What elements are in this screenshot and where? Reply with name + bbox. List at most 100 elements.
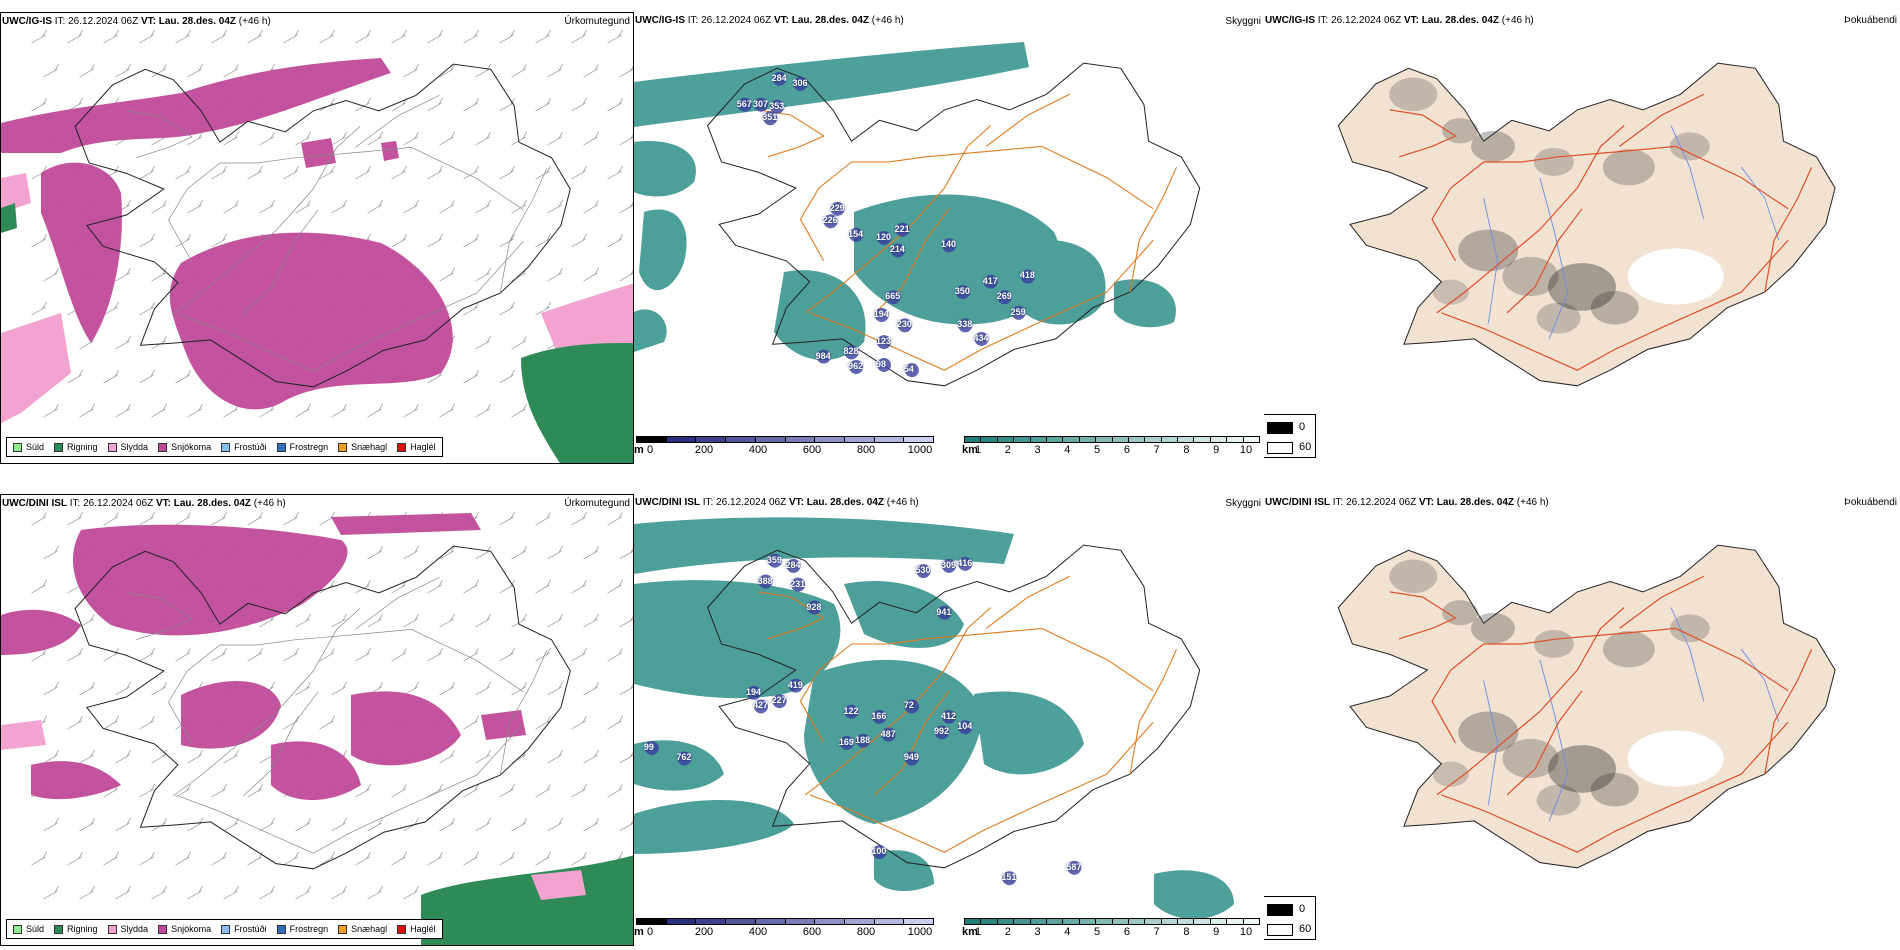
ceiling-patch xyxy=(772,694,787,709)
ceiling-patch xyxy=(830,201,845,216)
ceiling-patch xyxy=(849,360,864,375)
legend-swatch xyxy=(107,924,117,934)
scale-cell xyxy=(981,919,998,924)
scale-cell xyxy=(815,919,845,924)
panel-type-label: Þokuábendi xyxy=(1844,15,1897,26)
ceiling-patch xyxy=(886,290,901,305)
ceiling-patch xyxy=(644,741,659,756)
ceiling-value-label: 229 xyxy=(829,202,845,213)
scale-tick-label: 2 xyxy=(1004,444,1011,456)
legend-label: Slydda xyxy=(120,924,149,934)
scale-ticks: 0 200 400 600 800 1000 xyxy=(636,925,934,938)
legend-label: Frostúði xyxy=(234,924,267,934)
scale-cell xyxy=(874,919,905,924)
scale-cell xyxy=(1079,437,1097,442)
legend-swatch xyxy=(13,442,22,452)
snow-area xyxy=(72,524,348,636)
legend-label: Haglél xyxy=(410,442,436,452)
legend-swatch xyxy=(107,442,117,452)
scale-cell xyxy=(1096,437,1113,442)
land-area xyxy=(1337,544,1836,869)
ceiling-value-label: 231 xyxy=(790,578,806,589)
ceiling-value-label: 120 xyxy=(876,231,892,242)
fog-legend-label: 0 xyxy=(1299,421,1306,433)
low-visibility-area xyxy=(634,580,841,699)
scale-cell xyxy=(666,919,697,924)
ceiling-value-label: 54 xyxy=(903,364,914,375)
legend-label: Rigning xyxy=(67,442,98,452)
scale-ticks: 0 200 400 600 800 1000 xyxy=(636,443,934,456)
panel-type-label: Skyggni xyxy=(1225,498,1261,509)
legend-item: Frostregn xyxy=(276,924,328,934)
panel-type-label: Skyggni xyxy=(1225,16,1261,27)
scale-cell xyxy=(1210,919,1228,924)
visibility-fields xyxy=(634,42,1176,361)
scale-tick-label: 3 xyxy=(1034,926,1041,938)
scale-cell xyxy=(997,437,1015,442)
legend-label: Frostregn xyxy=(289,442,329,452)
scale-cell xyxy=(637,437,667,442)
scale-cells xyxy=(636,918,934,925)
snow-area xyxy=(331,513,481,535)
rain-area xyxy=(521,343,633,463)
ceiling-value-label: 949 xyxy=(903,752,919,763)
scale-unit: km xyxy=(962,444,978,456)
low-visibility-area xyxy=(874,850,934,891)
legend-item: Frostúði xyxy=(221,442,267,452)
scale-cell xyxy=(904,437,934,442)
scale-cell xyxy=(755,919,786,924)
legend-item: Slydda xyxy=(107,924,149,934)
scale-tick-label: 8 xyxy=(1183,926,1190,938)
scale-tick-label: 10 xyxy=(1239,926,1253,938)
fog-patch xyxy=(1602,148,1655,186)
scale-tick-label: 600 xyxy=(802,926,822,938)
scale-cell xyxy=(1243,437,1260,442)
scale-cell xyxy=(1112,437,1129,442)
fog-patch xyxy=(1533,147,1574,176)
road-network xyxy=(758,575,1178,853)
scale-tick-label: 400 xyxy=(748,444,768,456)
legend-swatch xyxy=(221,924,231,934)
legend-label: Slydda xyxy=(120,442,149,452)
ceiling-patch xyxy=(955,285,970,300)
legend-item: Snjókoma xyxy=(158,924,211,934)
legend-label: Súld xyxy=(26,442,45,452)
ceiling-patch xyxy=(958,720,973,735)
glacier xyxy=(1627,248,1724,305)
legend-item: Frostregn xyxy=(276,442,329,452)
legend-item: Frostúði xyxy=(221,924,267,934)
rivers xyxy=(1483,607,1780,822)
scale-cell xyxy=(997,919,1015,924)
scale-cells xyxy=(636,436,934,443)
ceiling-value-label: 221 xyxy=(894,223,910,234)
panel-type-label: Þokuábendi xyxy=(1844,497,1897,508)
ceiling-patch xyxy=(958,318,973,333)
fog-patch xyxy=(1590,772,1639,807)
ceiling-patch xyxy=(823,214,838,229)
snow-area xyxy=(41,162,122,343)
ceiling-value-label: 194 xyxy=(873,309,889,319)
legend-item: Rigning xyxy=(54,442,98,452)
legend-label: Snæhagl xyxy=(351,924,388,934)
scale-tick-label: 800 xyxy=(856,444,876,456)
legend-item: Snæhagl xyxy=(338,924,387,934)
road-network xyxy=(126,576,548,854)
scale-unit: m xyxy=(634,926,644,938)
ceiling-patch xyxy=(895,222,910,237)
ceiling-patch xyxy=(839,735,854,750)
fog-patch xyxy=(1533,629,1574,658)
scale-tick-label: 1000 xyxy=(907,444,933,456)
ceiling-patch xyxy=(916,564,931,579)
fog-legend-swatch xyxy=(1267,924,1293,936)
legend-swatch xyxy=(221,442,231,452)
fog-index-legend: 0 60 xyxy=(1264,414,1316,458)
ceiling-value-label: 762 xyxy=(676,752,692,763)
scale-cell xyxy=(1030,437,1047,442)
scale-cell xyxy=(1161,919,1179,924)
ceiling-patch xyxy=(753,97,768,112)
fog-patch xyxy=(1432,279,1469,305)
scale-cell xyxy=(904,919,934,924)
scale-cell xyxy=(726,919,756,924)
ceiling-patches xyxy=(737,71,1035,378)
ceiling-value-label: 828 xyxy=(843,346,859,357)
